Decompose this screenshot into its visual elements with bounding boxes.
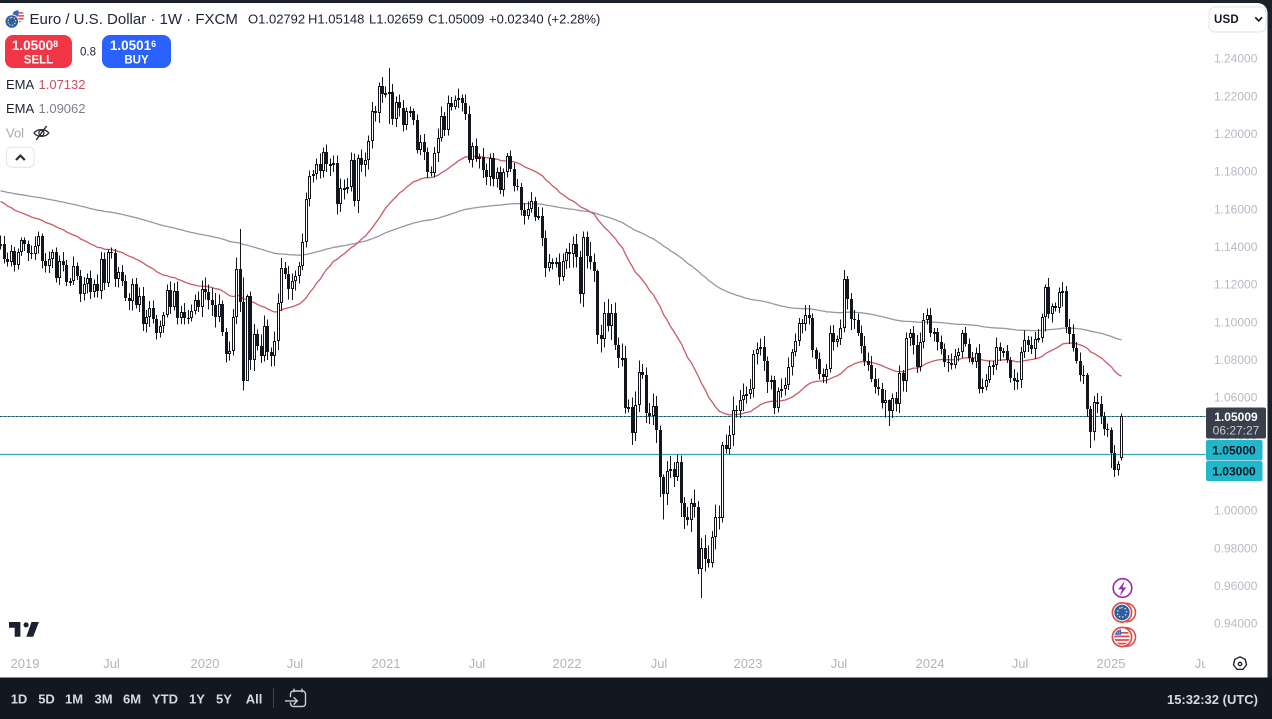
svg-text:USD: USD xyxy=(1214,14,1239,26)
svg-text:1.06000: 1.06000 xyxy=(1214,391,1258,405)
svg-text:3M: 3M xyxy=(94,692,112,707)
svg-text:YTD: YTD xyxy=(152,692,178,707)
svg-text:1.05008: 1.05008 xyxy=(12,38,58,53)
svg-text:1M: 1M xyxy=(65,692,83,707)
svg-text:1Y: 1Y xyxy=(189,692,205,707)
svg-text:15:32:32 (UTC): 15:32:32 (UTC) xyxy=(1167,692,1258,707)
svg-text:Jul: Jul xyxy=(1012,656,1029,671)
svg-text:2025: 2025 xyxy=(1097,656,1126,671)
svg-text:0.98000: 0.98000 xyxy=(1214,541,1258,555)
svg-text:1.00000: 1.00000 xyxy=(1214,504,1258,518)
svg-text:Jul: Jul xyxy=(287,656,304,671)
svg-text:0.96000: 0.96000 xyxy=(1214,579,1258,593)
svg-text:1.05000: 1.05000 xyxy=(1212,444,1256,458)
svg-text:2023: 2023 xyxy=(734,656,763,671)
svg-text:06:27:27: 06:27:27 xyxy=(1213,423,1260,437)
svg-text:O1.02792: O1.02792 xyxy=(248,12,305,27)
svg-text:Jul: Jul xyxy=(831,656,848,671)
svg-text:1.12000: 1.12000 xyxy=(1214,278,1258,292)
svg-text:+0.02340 (+2.28%): +0.02340 (+2.28%) xyxy=(489,12,600,27)
svg-text:1.16000: 1.16000 xyxy=(1214,202,1258,216)
svg-text:0.8: 0.8 xyxy=(80,47,96,59)
svg-text:1.10000: 1.10000 xyxy=(1214,315,1258,329)
svg-text:L1.02659: L1.02659 xyxy=(369,12,423,27)
svg-text:Jul: Jul xyxy=(651,656,668,671)
svg-text:1.14000: 1.14000 xyxy=(1214,240,1258,254)
svg-text:1.20000: 1.20000 xyxy=(1214,127,1258,141)
svg-text:1D: 1D xyxy=(11,692,28,707)
svg-text:1.07132: 1.07132 xyxy=(39,77,86,92)
svg-text:SELL: SELL xyxy=(24,55,53,67)
svg-text:Jul: Jul xyxy=(1195,656,1212,671)
svg-text:1.05016: 1.05016 xyxy=(110,38,156,53)
svg-text:2021: 2021 xyxy=(372,656,401,671)
svg-text:EMA: EMA xyxy=(6,101,35,116)
svg-text:Jul: Jul xyxy=(469,656,486,671)
svg-text:Jul: Jul xyxy=(103,656,120,671)
svg-text:2020: 2020 xyxy=(191,656,220,671)
svg-text:H1.05148: H1.05148 xyxy=(308,12,364,27)
svg-text:2019: 2019 xyxy=(11,656,40,671)
svg-text:Euro / U.S. Dollar · 1W · FXCM: Euro / U.S. Dollar · 1W · FXCM xyxy=(30,11,238,28)
svg-text:C1.05009: C1.05009 xyxy=(428,12,484,27)
svg-text:1.24000: 1.24000 xyxy=(1214,52,1258,66)
svg-text:1.05009: 1.05009 xyxy=(1214,410,1258,424)
svg-text:1.08000: 1.08000 xyxy=(1214,353,1258,367)
svg-text:Vol: Vol xyxy=(6,126,24,141)
svg-text:1.03000: 1.03000 xyxy=(1212,464,1256,478)
svg-text:EMA: EMA xyxy=(6,77,35,92)
svg-text:0.94000: 0.94000 xyxy=(1214,617,1258,631)
svg-text:6M: 6M xyxy=(123,692,141,707)
svg-text:All: All xyxy=(246,692,263,707)
svg-text:2024: 2024 xyxy=(916,656,945,671)
svg-text:1.09062: 1.09062 xyxy=(39,101,86,116)
svg-text:BUY: BUY xyxy=(124,55,149,67)
svg-text:2022: 2022 xyxy=(553,656,582,671)
svg-text:5D: 5D xyxy=(38,692,55,707)
svg-text:5Y: 5Y xyxy=(216,692,232,707)
svg-text:1.22000: 1.22000 xyxy=(1214,89,1258,103)
svg-text:1.18000: 1.18000 xyxy=(1214,165,1258,179)
